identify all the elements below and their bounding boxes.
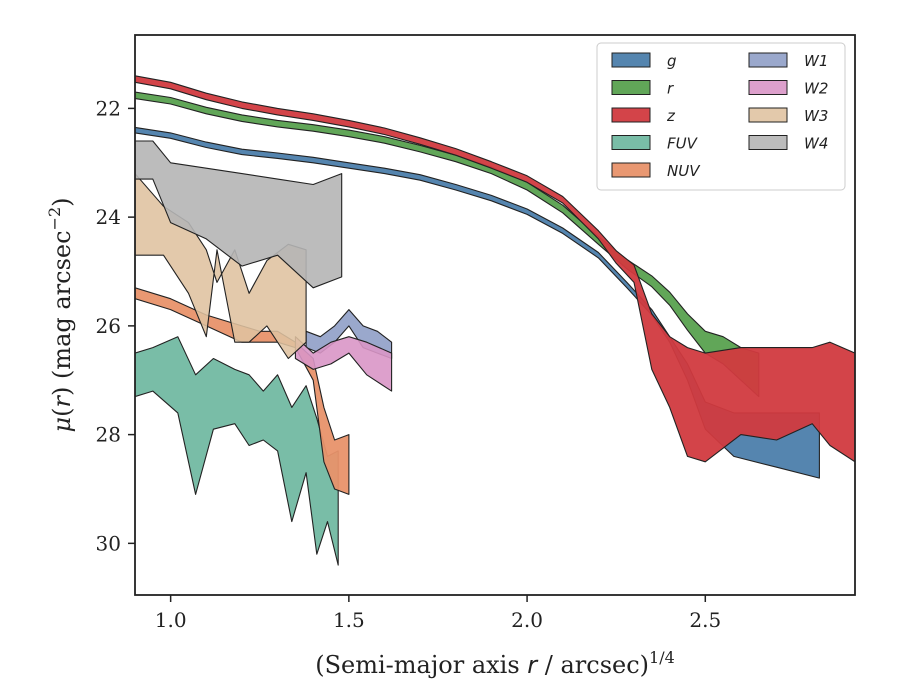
legend-label-w4: W4 xyxy=(804,135,828,153)
y-tick-label: 28 xyxy=(96,423,121,447)
legend-swatch-w1 xyxy=(748,52,788,68)
band-fuv xyxy=(135,336,339,566)
legend-label-w1: W1 xyxy=(804,52,828,70)
x-tick-label: 1.0 xyxy=(155,608,187,632)
band-w4 xyxy=(135,140,343,289)
legend-label-nuv: NUV xyxy=(667,162,701,180)
y-axis-label: μ(r) (mag arcsec−2) xyxy=(45,197,76,432)
legend-label-r: r xyxy=(667,80,674,98)
legend-label-z: z xyxy=(666,107,676,125)
legend-label-w3: W3 xyxy=(804,107,828,125)
axis-labels: (Semi-major axis r / arcsec)1/4 μ(r) (mag… xyxy=(45,197,675,679)
legend-label-fuv: FUV xyxy=(667,135,699,153)
series-bands xyxy=(135,75,855,566)
band-z xyxy=(135,75,855,463)
legend-swatch-w4 xyxy=(748,135,788,150)
axes: 1.0 1.5 2.0 2.5 22 24 26 28 30 xyxy=(96,34,856,632)
legend: grz FUV NUV W1 W2 W3 W4 xyxy=(596,42,846,191)
y-tick-label: 30 xyxy=(96,531,121,555)
x-tick-label: 2.0 xyxy=(511,608,543,632)
band-w2 xyxy=(294,336,393,392)
legend-swatch-w2 xyxy=(748,80,788,95)
y-tick-label: 22 xyxy=(96,96,121,120)
x-axis-label: (Semi-major axis r / arcsec)1/4 xyxy=(315,648,675,679)
x-tick-label: 1.5 xyxy=(333,608,365,632)
legend-swatch-r xyxy=(611,80,651,95)
legend-box xyxy=(596,42,846,191)
legend-swatch-nuv xyxy=(611,162,651,178)
band-g xyxy=(135,126,820,479)
plot-frame xyxy=(134,34,856,596)
y-tick-label: 26 xyxy=(96,314,121,338)
y-tick-label: 24 xyxy=(96,205,121,229)
legend-label-w2: W2 xyxy=(804,80,828,98)
legend-swatch-g xyxy=(611,52,651,68)
legend-swatch-fuv xyxy=(611,135,651,150)
legend-swatch-z xyxy=(611,107,651,123)
legend-label-g: g xyxy=(667,52,677,70)
x-tick-label: 2.5 xyxy=(689,608,721,632)
legend-swatch-w3 xyxy=(748,107,788,123)
